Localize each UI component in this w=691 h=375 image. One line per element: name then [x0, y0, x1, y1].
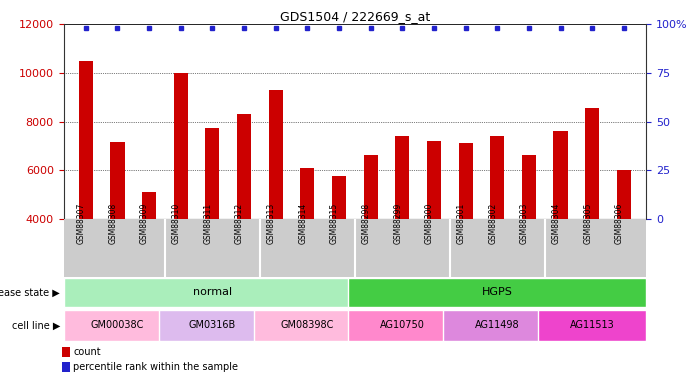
Bar	[62, 362, 70, 372]
Text: count: count	[73, 347, 101, 357]
Bar	[617, 170, 631, 219]
Bar	[62, 347, 70, 357]
Text: GSM88309: GSM88309	[140, 202, 149, 244]
Bar	[158, 310, 266, 341]
Bar	[205, 128, 220, 219]
Text: GSM88299: GSM88299	[393, 202, 402, 244]
Text: GSM88312: GSM88312	[235, 203, 244, 244]
Bar	[363, 156, 378, 219]
Bar	[142, 192, 156, 219]
Text: AG11498: AG11498	[475, 320, 520, 330]
Text: GSM88308: GSM88308	[108, 202, 117, 244]
Text: GSM88315: GSM88315	[330, 202, 339, 244]
Text: GSM88304: GSM88304	[551, 202, 560, 244]
Bar	[79, 61, 93, 219]
Bar	[553, 131, 568, 219]
Bar	[444, 310, 551, 341]
Bar	[427, 141, 441, 219]
Text: HGPS: HGPS	[482, 287, 513, 297]
Bar	[300, 168, 314, 219]
Bar	[348, 310, 456, 341]
Bar	[254, 310, 361, 341]
Text: GSM88302: GSM88302	[489, 202, 498, 244]
Bar	[538, 310, 646, 341]
Bar	[64, 310, 171, 341]
Text: GSM88314: GSM88314	[299, 202, 307, 244]
Title: GDS1504 / 222669_s_at: GDS1504 / 222669_s_at	[280, 10, 430, 23]
Text: GM00038C: GM00038C	[91, 320, 144, 330]
Bar	[64, 278, 361, 307]
Text: AG11513: AG11513	[570, 320, 614, 330]
Bar	[522, 156, 536, 219]
Bar	[348, 278, 646, 307]
Text: cell line ▶: cell line ▶	[12, 321, 60, 331]
Bar	[459, 143, 473, 219]
Text: GM08398C: GM08398C	[281, 320, 334, 330]
Bar	[585, 108, 599, 219]
Bar	[395, 136, 410, 219]
Text: GSM88307: GSM88307	[77, 202, 86, 244]
Text: AG10750: AG10750	[380, 320, 425, 330]
Text: GSM88300: GSM88300	[425, 202, 434, 244]
Bar	[173, 74, 188, 219]
Text: GSM88298: GSM88298	[361, 203, 370, 244]
Text: percentile rank within the sample: percentile rank within the sample	[73, 362, 238, 372]
Text: GSM88313: GSM88313	[267, 202, 276, 244]
Text: GSM88310: GSM88310	[171, 202, 181, 244]
Bar	[269, 90, 283, 219]
Text: GSM88303: GSM88303	[520, 202, 529, 244]
Text: GSM88305: GSM88305	[583, 202, 592, 244]
Bar	[490, 136, 504, 219]
Text: GSM88306: GSM88306	[615, 202, 624, 244]
Bar	[237, 114, 251, 219]
Text: disease state ▶: disease state ▶	[0, 288, 60, 298]
Bar	[111, 142, 124, 219]
Text: GSM88301: GSM88301	[457, 202, 466, 244]
Text: normal: normal	[193, 287, 232, 297]
Bar	[332, 176, 346, 219]
Text: GSM88311: GSM88311	[203, 203, 212, 244]
Text: GM0316B: GM0316B	[189, 320, 236, 330]
